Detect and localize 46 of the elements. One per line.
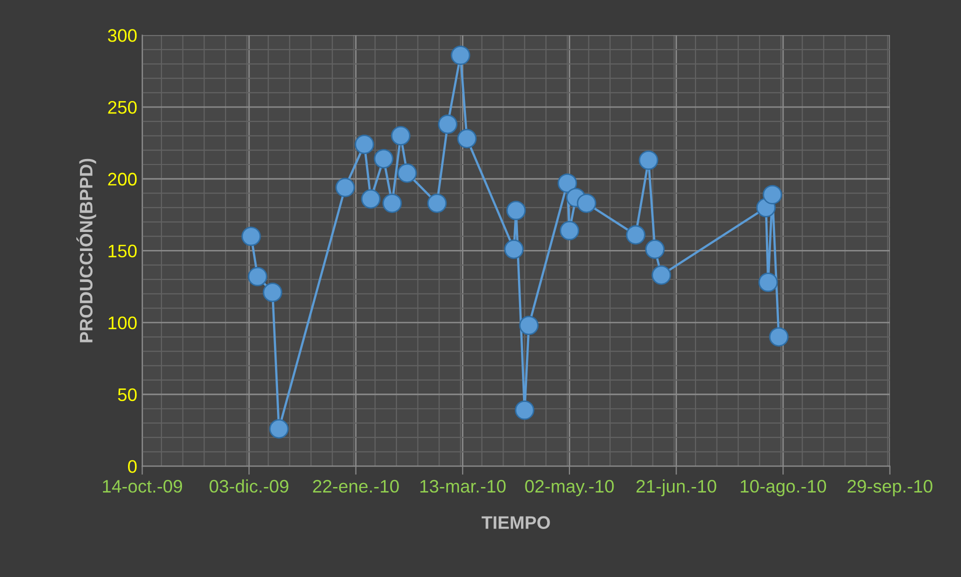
y-tick-label: 250: [108, 100, 137, 114]
x-axis-title: TIEMPO: [482, 516, 550, 529]
point: [762, 184, 782, 204]
x-tick-label: 02-may.-10: [525, 480, 614, 496]
y-tick-label: 100: [108, 316, 137, 330]
point: [382, 194, 402, 214]
x-tick-label: 29-sep.-10: [848, 480, 932, 496]
x-tick-label: 22-ene.-10: [313, 480, 399, 493]
y-tick-label: 0: [128, 460, 137, 473]
point: [519, 316, 539, 336]
point: [374, 149, 394, 168]
point: [397, 163, 417, 183]
point: [262, 282, 282, 302]
point: [652, 265, 672, 285]
point: [427, 194, 447, 214]
y-tick-label: 300: [108, 29, 137, 42]
point: [438, 114, 458, 134]
point: [504, 240, 524, 259]
point: [645, 240, 665, 259]
y-tick-label: 50: [118, 388, 137, 402]
point: [457, 128, 477, 148]
point: [576, 194, 596, 214]
point: [361, 189, 381, 209]
x-tick-label: 10-ago.-10: [740, 480, 826, 496]
y-tick-label: 150: [108, 244, 137, 258]
point: [506, 200, 526, 220]
point: [758, 272, 778, 292]
x-tick-label: 14-oct.-09: [102, 480, 182, 493]
x-tick-label: 13-mar.-10: [420, 480, 506, 493]
y-axis-title: PRODUCCIÓN(BPPD): [76, 158, 96, 342]
point: [638, 150, 658, 170]
point: [626, 225, 646, 245]
point: [241, 226, 261, 246]
point: [514, 400, 534, 420]
point: [248, 266, 268, 286]
point: [390, 126, 410, 146]
point: [269, 419, 289, 439]
point: [560, 220, 580, 240]
x-tick-label: 21-jun.-10: [636, 479, 716, 496]
point: [335, 178, 355, 198]
point: [450, 46, 470, 66]
point: [354, 134, 374, 154]
point: [769, 327, 789, 347]
y-tick-label: 200: [108, 172, 137, 186]
point: [558, 173, 578, 193]
x-tick-label: 03-dic.-09: [210, 479, 288, 493]
